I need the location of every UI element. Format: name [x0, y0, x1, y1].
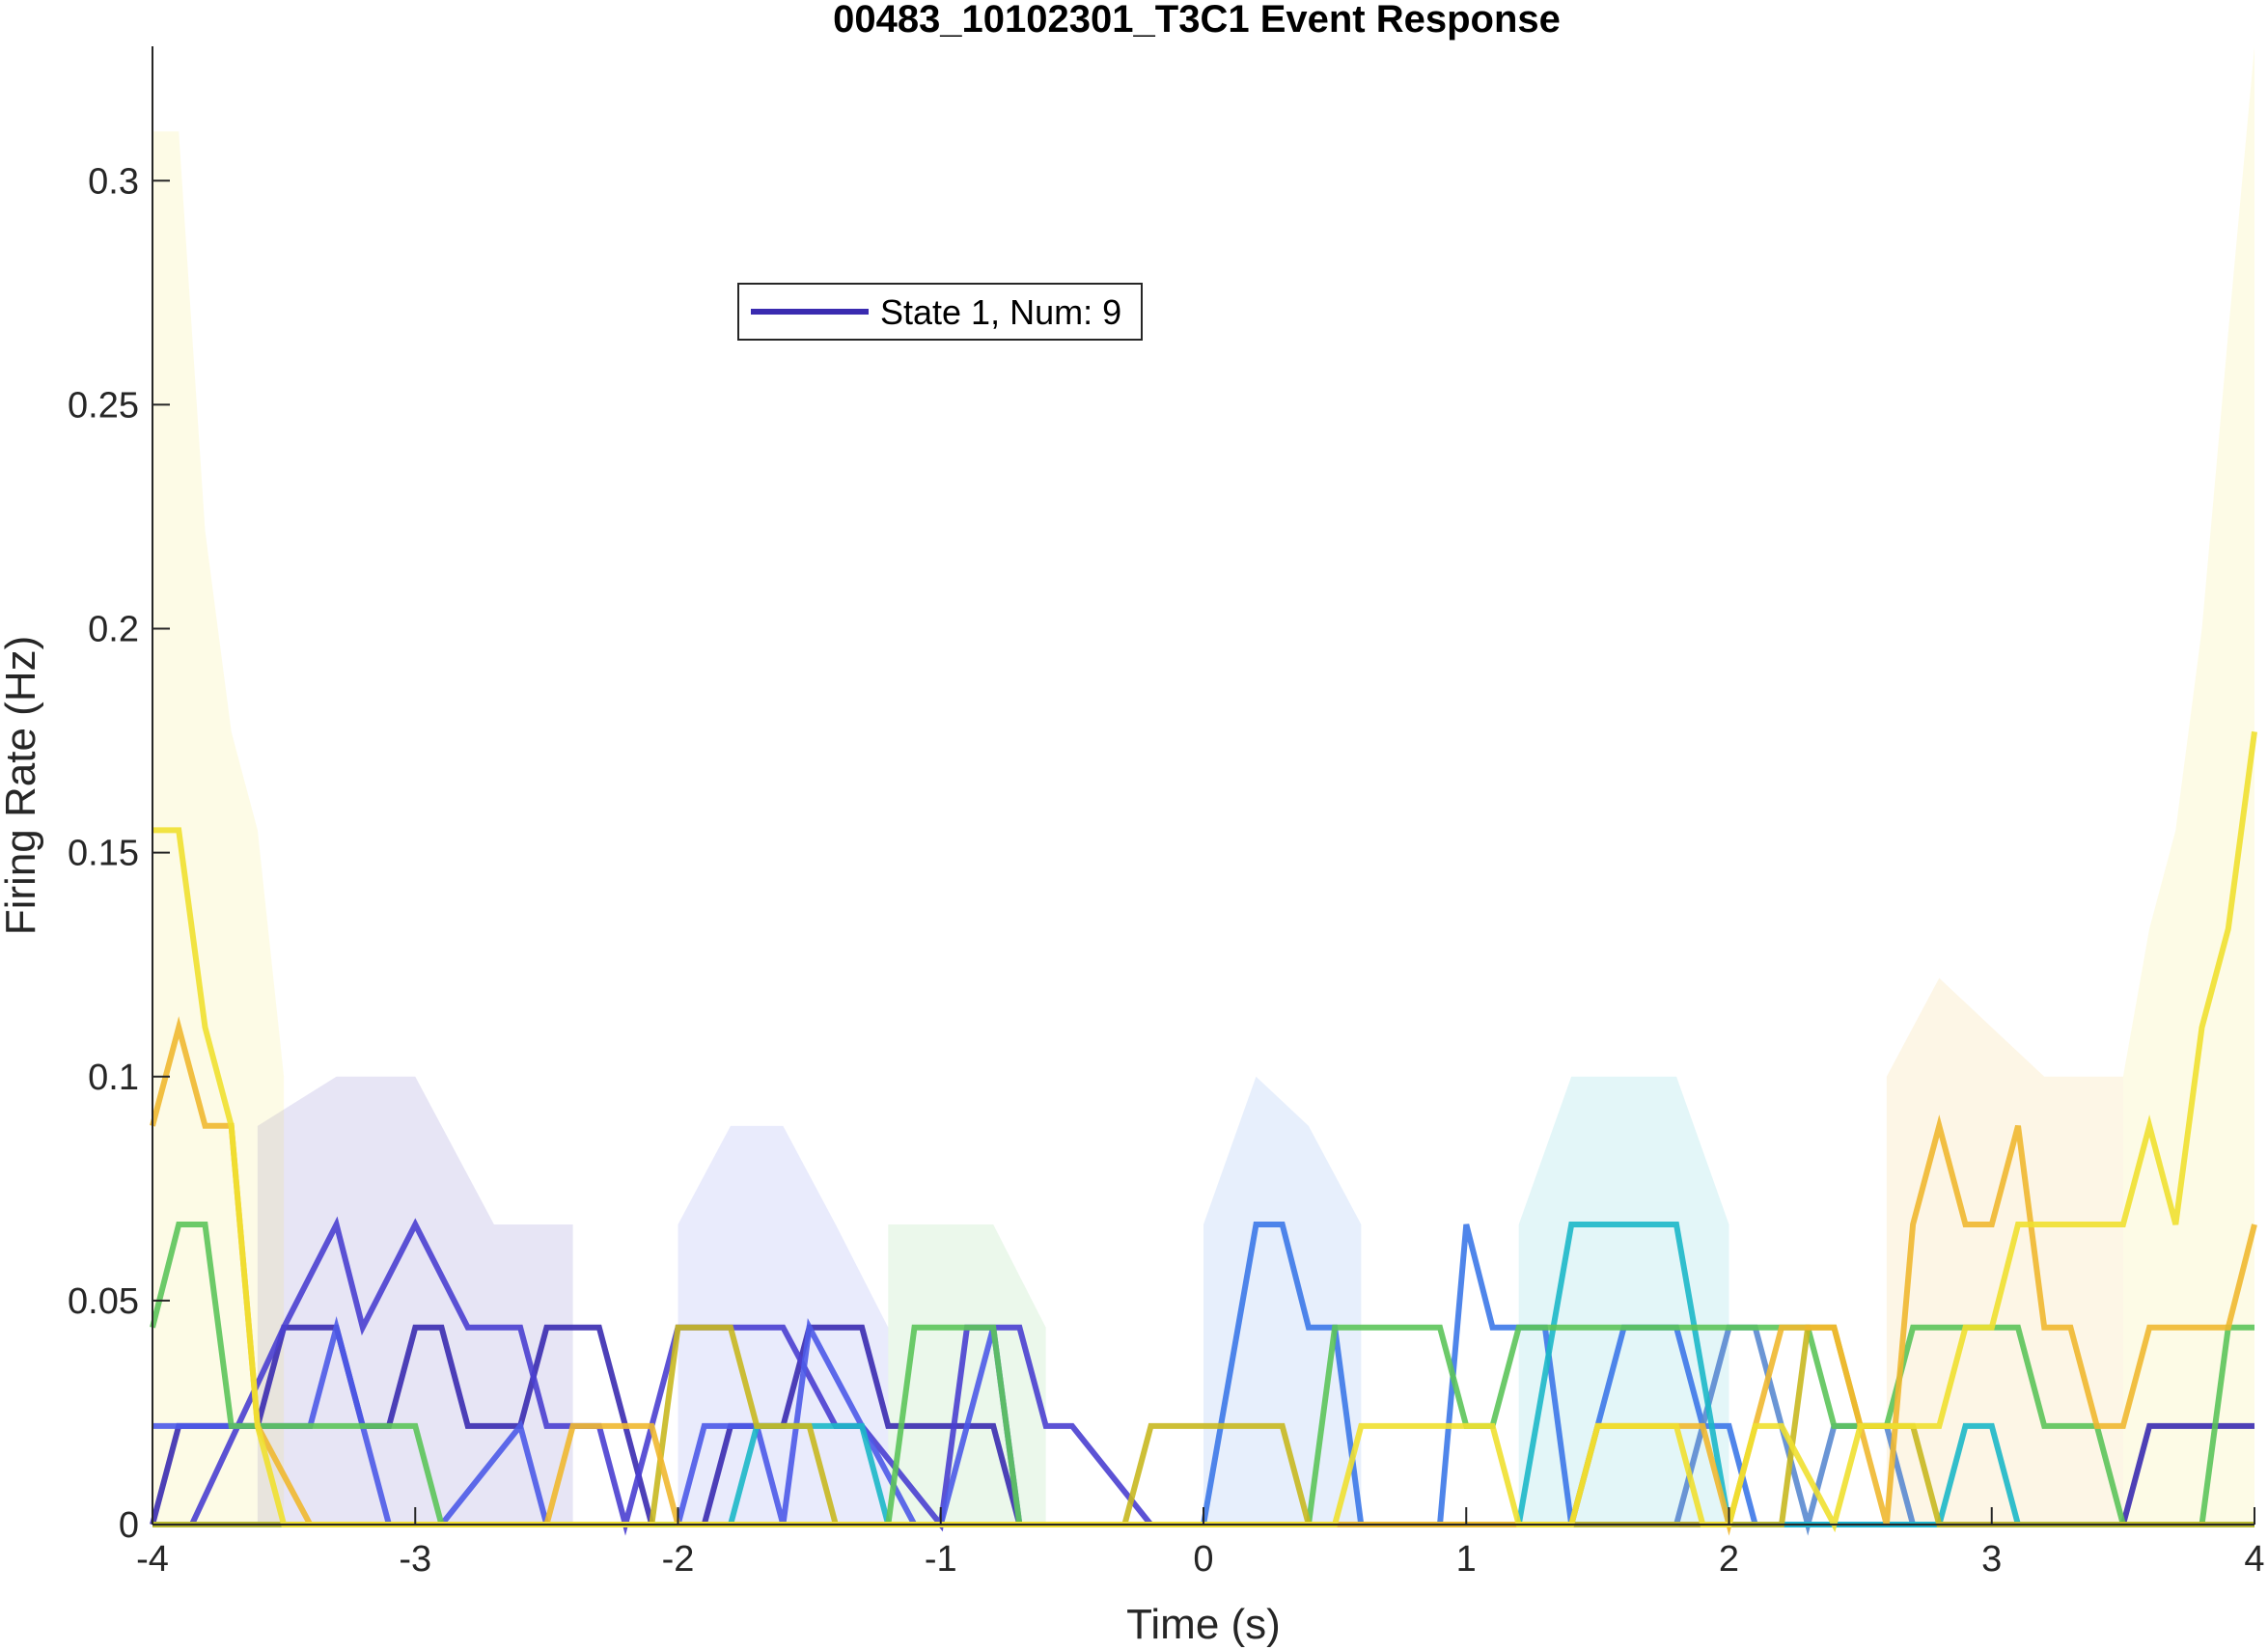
confidence-band-7 — [152, 131, 285, 1525]
y-tick-label: 0.2 — [88, 610, 139, 650]
legend-label-state-1: State 1, Num: 9 — [880, 292, 1121, 332]
chart-title: 00483_10102301_T3C1 Event Response — [833, 0, 1561, 41]
confidence-band-4 — [1518, 1076, 1729, 1525]
y-tick-label: 0 — [119, 1505, 139, 1546]
x-tick-label: 2 — [1719, 1539, 1739, 1580]
y-tick-label: 0.25 — [68, 385, 139, 426]
x-tick-label: 4 — [2244, 1539, 2264, 1580]
x-tick-label: 1 — [1456, 1539, 1477, 1580]
y-axis-label: Firing Rate (Hz) — [0, 636, 44, 936]
confidence-bands — [152, 46, 2254, 1525]
x-axis-label: Time (s) — [1126, 1601, 1281, 1648]
y-tick-label: 0.3 — [88, 161, 139, 202]
x-tick-label: 0 — [1193, 1539, 1213, 1580]
x-tick-label: -1 — [925, 1539, 957, 1580]
x-tick-label: -4 — [136, 1539, 169, 1580]
y-tick-label: 0.1 — [88, 1058, 139, 1098]
tick-marks: -4 -3 -2 -1 0 1 2 3 4 0 0.05 0.1 0.15 0.2 0.25 0.3 — [68, 161, 2265, 1580]
y-tick-label: 0.15 — [68, 834, 139, 874]
legend: State 1, Num: 9 — [737, 283, 1143, 341]
x-tick-label: -2 — [662, 1539, 695, 1580]
x-tick-label: -3 — [399, 1539, 431, 1580]
y-tick-label: 0.05 — [68, 1281, 139, 1322]
confidence-band-6 — [1886, 977, 2123, 1525]
confidence-band-3 — [1203, 1076, 1362, 1525]
confidence-band-5 — [888, 1224, 1046, 1525]
confidence-band-1 — [257, 1076, 573, 1525]
x-tick-label: 3 — [1981, 1539, 2002, 1580]
